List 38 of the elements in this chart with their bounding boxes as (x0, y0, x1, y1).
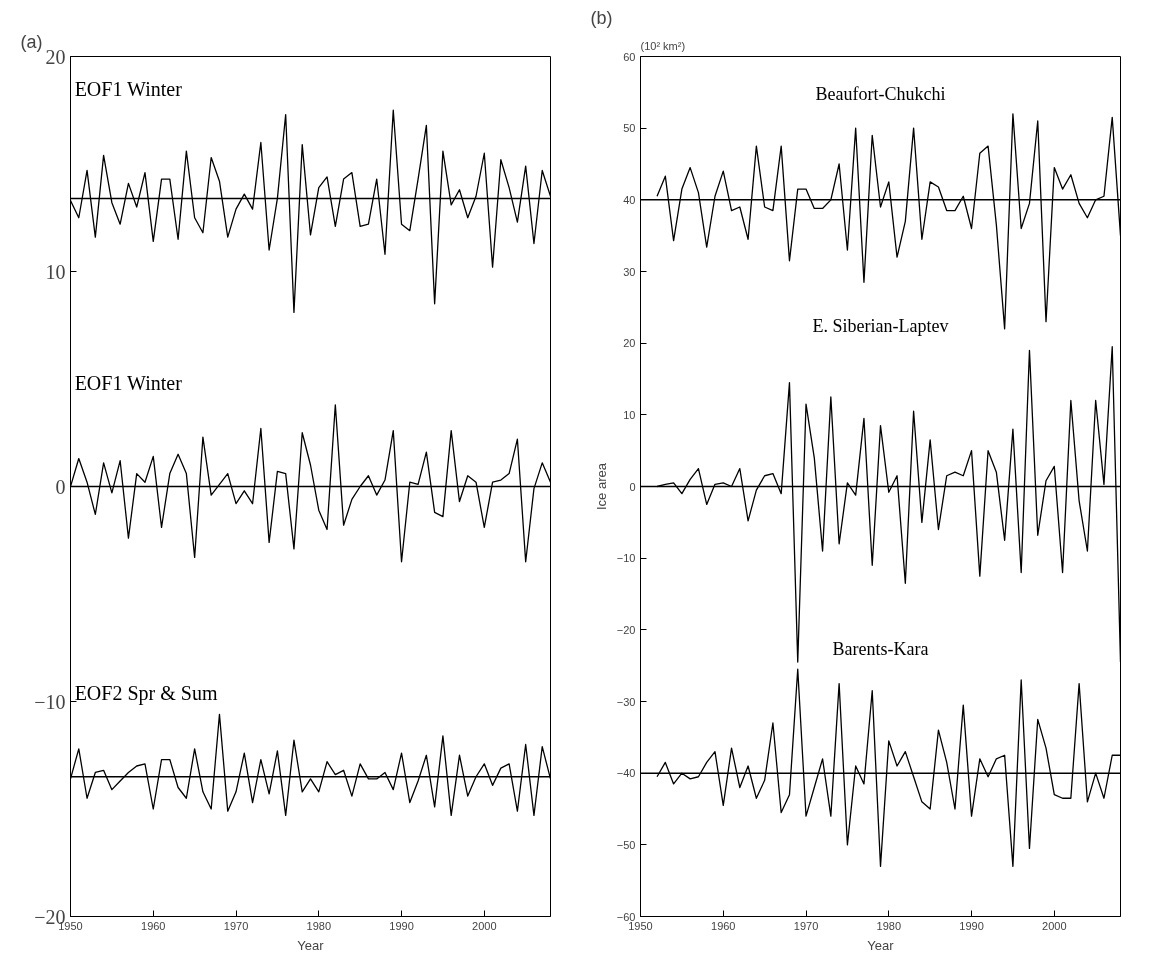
y-axis-title: Ice area (593, 462, 609, 510)
y-tick-label: 10 (45, 260, 66, 283)
x-tick-label: 1990 (389, 919, 414, 932)
y-tick-label: −20 (616, 623, 636, 636)
series-label: Barents-Kara (832, 638, 929, 659)
y-tick-label: 40 (623, 193, 636, 206)
x-tick-label: 1980 (876, 919, 902, 932)
y-tick-label: 0 (55, 475, 66, 498)
x-axis-title: Year (297, 937, 325, 953)
text: E. Siberian-Laptev (812, 316, 949, 337)
y-tick-label: 50 (623, 122, 636, 135)
chart-subtitle: (10² km²) (640, 39, 686, 52)
chart-title: (b) (590, 7, 613, 28)
y-tick-label: −40 (616, 767, 636, 780)
y-tick-label: 0 (629, 480, 636, 493)
x-tick-label: 1980 (306, 919, 332, 932)
y-tick-label: −10 (34, 690, 66, 713)
text: Beaufort-Chukchi (815, 83, 946, 104)
series-label: EOF2 Spr & Sum (74, 682, 218, 706)
y-tick-label: 20 (623, 337, 636, 350)
text: EOF1 Winter (74, 77, 183, 100)
x-tick-label: 1970 (793, 919, 819, 932)
y-tick-label: 30 (623, 265, 636, 278)
x-axis-title: Year (867, 937, 895, 953)
y-tick-label: −50 (616, 838, 636, 851)
x-tick-label: 1970 (223, 919, 249, 932)
y-tick-label: 60 (623, 50, 636, 63)
x-tick-label: 1990 (959, 919, 984, 932)
y-tick-label: −30 (616, 695, 636, 708)
x-tick-label: 1960 (141, 919, 166, 932)
x-tick-label: 1960 (711, 919, 736, 932)
chart-title: (a) (20, 31, 43, 52)
text: EOF1 Winter (74, 372, 183, 395)
y-tick-label: 20 (45, 45, 66, 68)
y-tick-label: −10 (616, 552, 636, 565)
y-tick-label: 10 (623, 408, 636, 421)
x-tick-label: 2000 (472, 919, 497, 932)
x-tick-label: 2000 (1042, 919, 1067, 932)
